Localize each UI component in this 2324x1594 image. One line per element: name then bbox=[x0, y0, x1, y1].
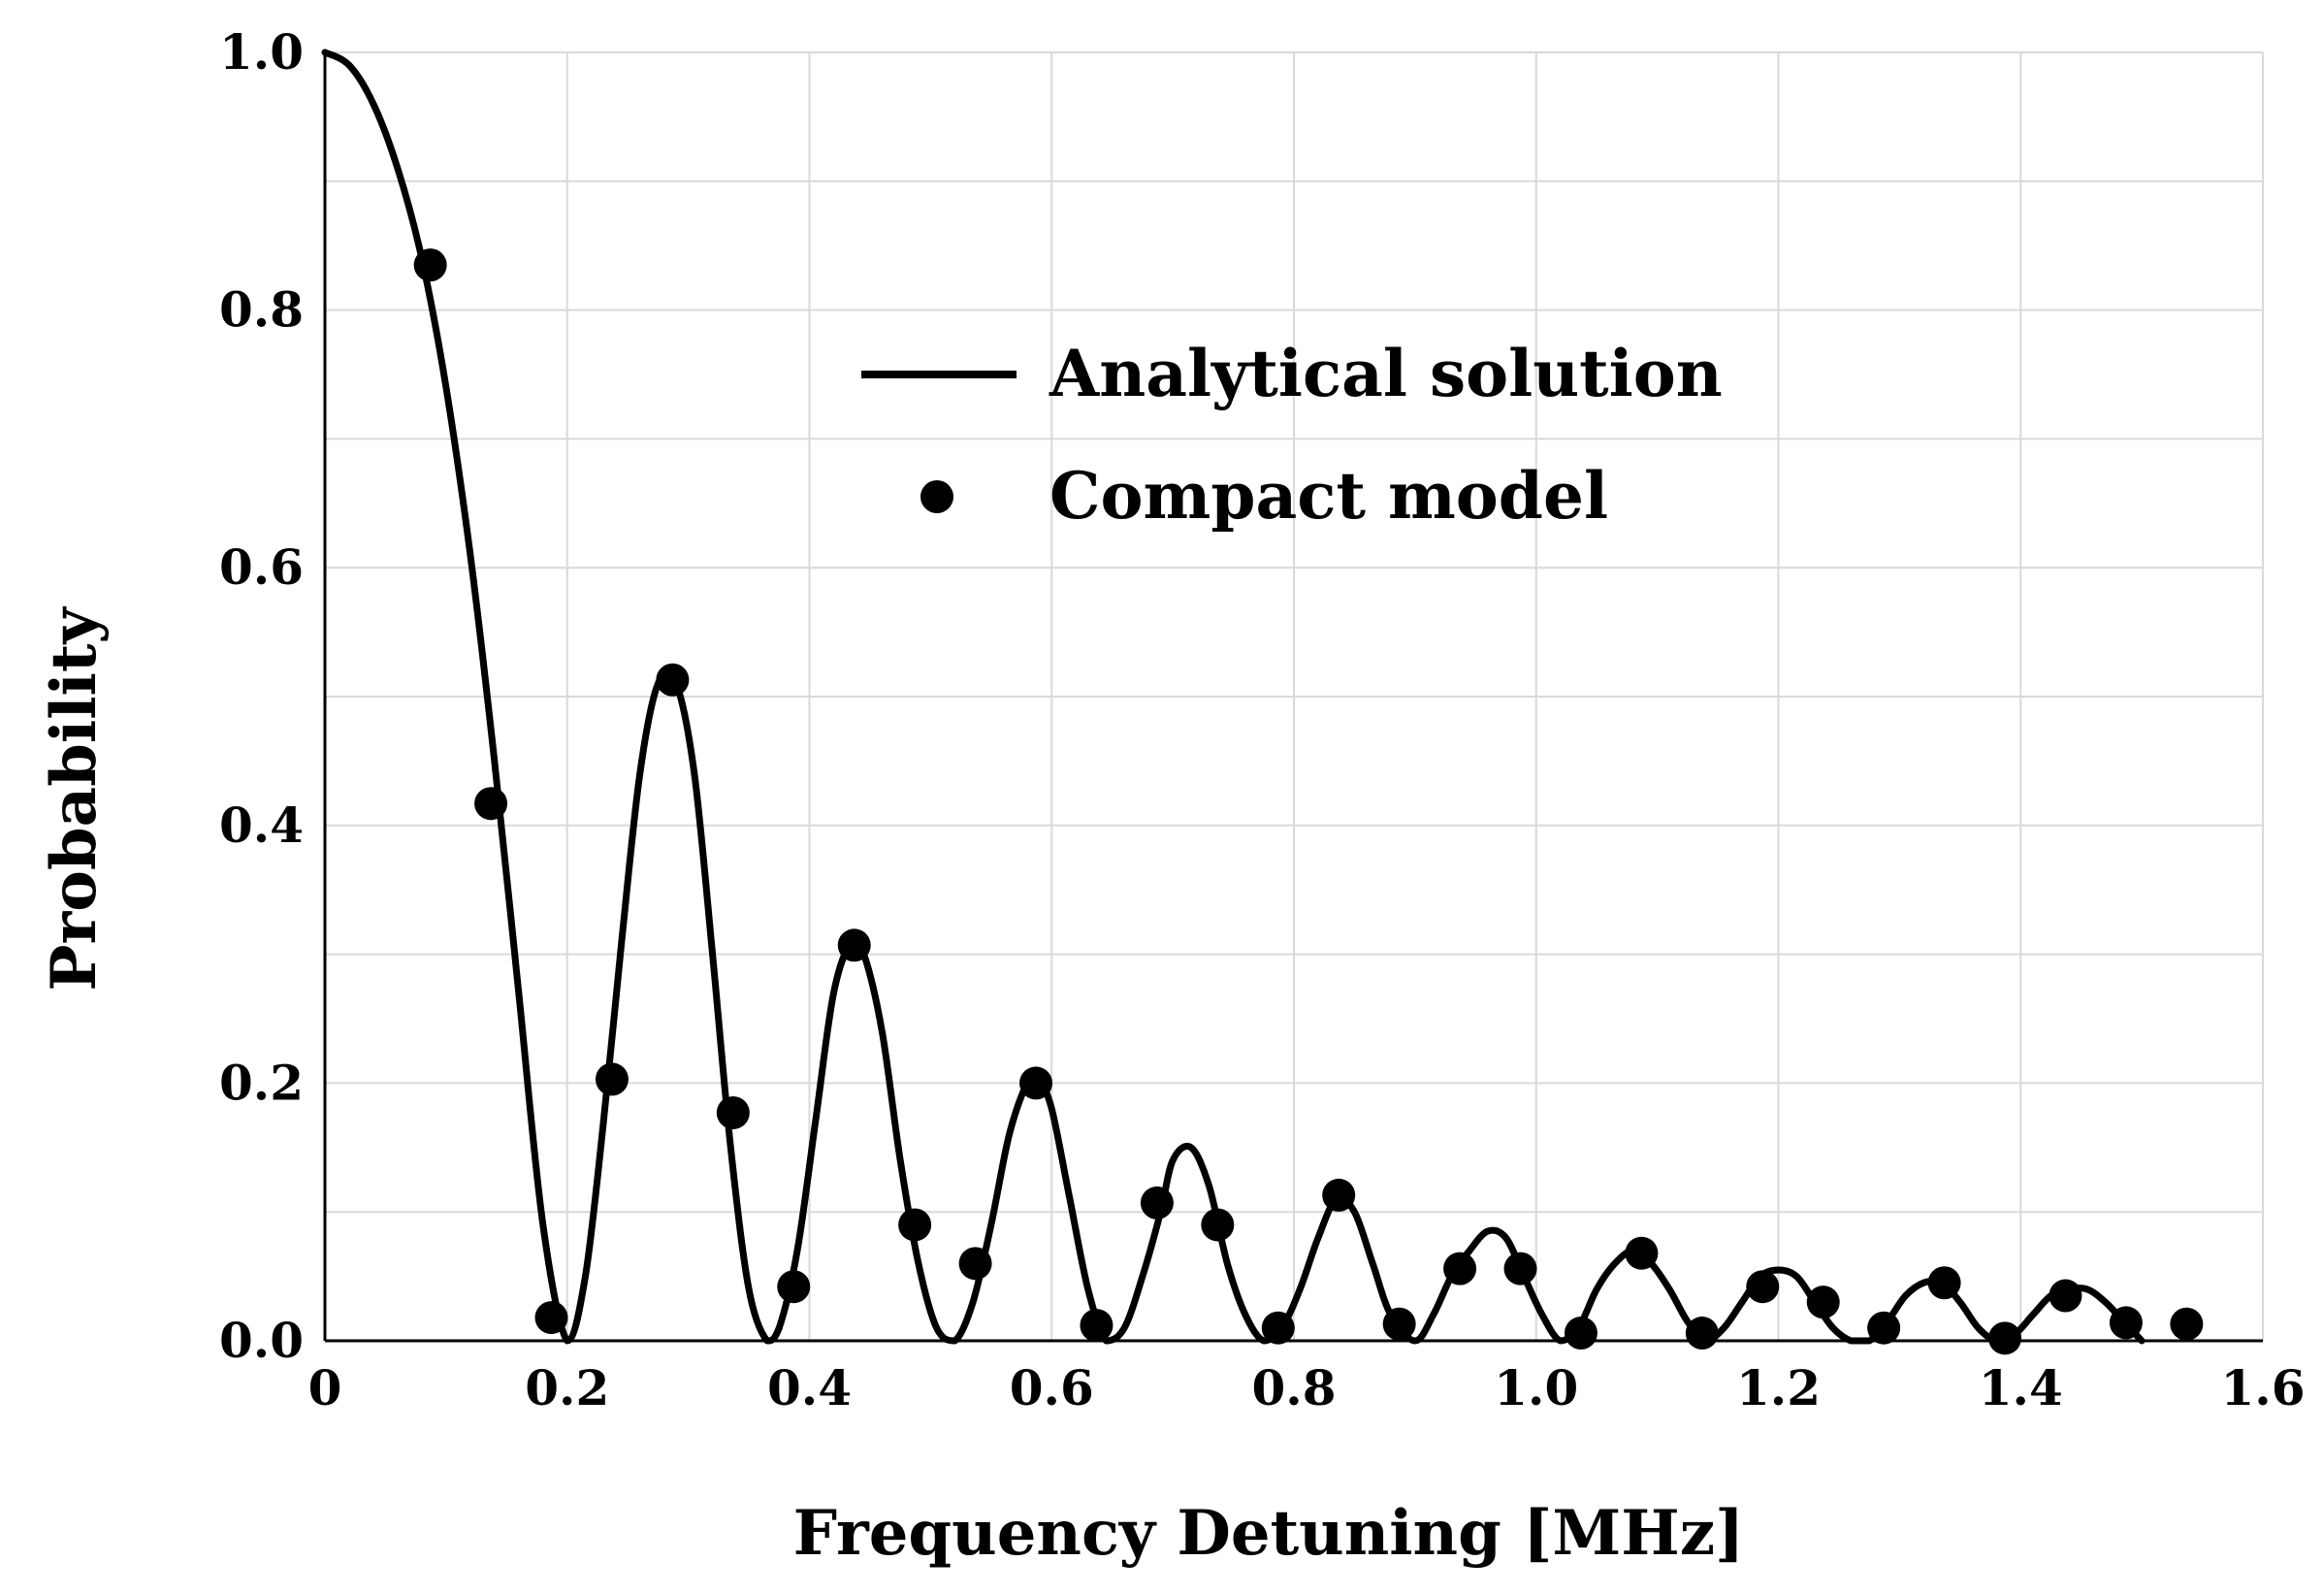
y-tick-label: 0.6 bbox=[219, 538, 304, 596]
compact-model-point bbox=[837, 928, 871, 962]
legend-label-compact: Compact model bbox=[1049, 458, 1608, 534]
x-tick-label: 1.4 bbox=[1979, 1359, 2063, 1416]
y-tick-label: 1.0 bbox=[219, 23, 304, 81]
compact-model-point bbox=[2049, 1279, 2082, 1313]
x-tick-label: 1.6 bbox=[2221, 1359, 2306, 1416]
x-tick-label: 0 bbox=[308, 1359, 342, 1416]
compact-model-point bbox=[2170, 1307, 2204, 1341]
compact-model-point bbox=[1261, 1311, 1295, 1345]
compact-model-point bbox=[1806, 1285, 1840, 1319]
compact-model-point bbox=[1080, 1309, 1114, 1343]
x-tick-label: 0.4 bbox=[767, 1359, 852, 1416]
compact-model-point bbox=[1625, 1236, 1659, 1270]
tick-labels: 0 0.2 0.4 0.6 0.8 1.0 1.2 1.4 1.6 0.0 0.2 0.4 0.6 0.8… bbox=[219, 23, 2306, 1416]
y-tick-label: 0.4 bbox=[219, 797, 304, 854]
x-tick-label: 0.6 bbox=[1010, 1359, 1094, 1416]
compact-model-point bbox=[1564, 1317, 1598, 1350]
x-tick-label: 0.8 bbox=[1252, 1359, 1337, 1416]
compact-model-point bbox=[1382, 1307, 1416, 1341]
compact-model-point bbox=[656, 663, 690, 697]
compact-model-point bbox=[716, 1095, 750, 1129]
y-axis-title: Probability bbox=[38, 606, 111, 992]
x-tick-label: 0.2 bbox=[525, 1359, 609, 1416]
compact-model-point bbox=[474, 787, 508, 821]
compact-model-point bbox=[413, 248, 447, 282]
compact-model-point bbox=[1685, 1317, 1719, 1350]
compact-model-point bbox=[777, 1270, 811, 1304]
compact-model-point bbox=[534, 1301, 568, 1335]
compact-model-point bbox=[1503, 1252, 1537, 1285]
compact-model-point bbox=[2109, 1306, 2143, 1340]
compact-model-point bbox=[898, 1208, 932, 1242]
legend: Analytical solution Compact model bbox=[861, 336, 1723, 534]
y-tick-label: 0.2 bbox=[219, 1054, 304, 1111]
x-axis-title: Frequency Detuning [MHz] bbox=[793, 1497, 1745, 1570]
compact-model-point bbox=[958, 1247, 992, 1281]
compact-model-point bbox=[1988, 1321, 2022, 1355]
compact-model-point bbox=[1443, 1252, 1477, 1285]
legend-label-analytical: Analytical solution bbox=[1049, 336, 1723, 411]
compact-model-point bbox=[595, 1062, 629, 1096]
y-tick-label: 0.8 bbox=[219, 281, 304, 339]
compact-model-point bbox=[1140, 1186, 1174, 1220]
compact-model-point bbox=[1927, 1266, 1961, 1300]
x-tick-label: 1.0 bbox=[1494, 1359, 1578, 1416]
y-tick-label: 0.0 bbox=[219, 1312, 304, 1369]
compact-model-series bbox=[413, 248, 2204, 1355]
axes bbox=[323, 52, 2263, 1343]
compact-model-point bbox=[1201, 1208, 1235, 1242]
compact-model-point bbox=[1322, 1178, 1356, 1212]
compact-model-point bbox=[1746, 1270, 1780, 1304]
legend-marker-swatch bbox=[920, 480, 953, 513]
compact-model-point bbox=[1867, 1311, 1901, 1345]
gridlines bbox=[324, 51, 2264, 1342]
x-tick-label: 1.2 bbox=[1736, 1359, 1821, 1416]
compact-model-point bbox=[1019, 1066, 1053, 1100]
